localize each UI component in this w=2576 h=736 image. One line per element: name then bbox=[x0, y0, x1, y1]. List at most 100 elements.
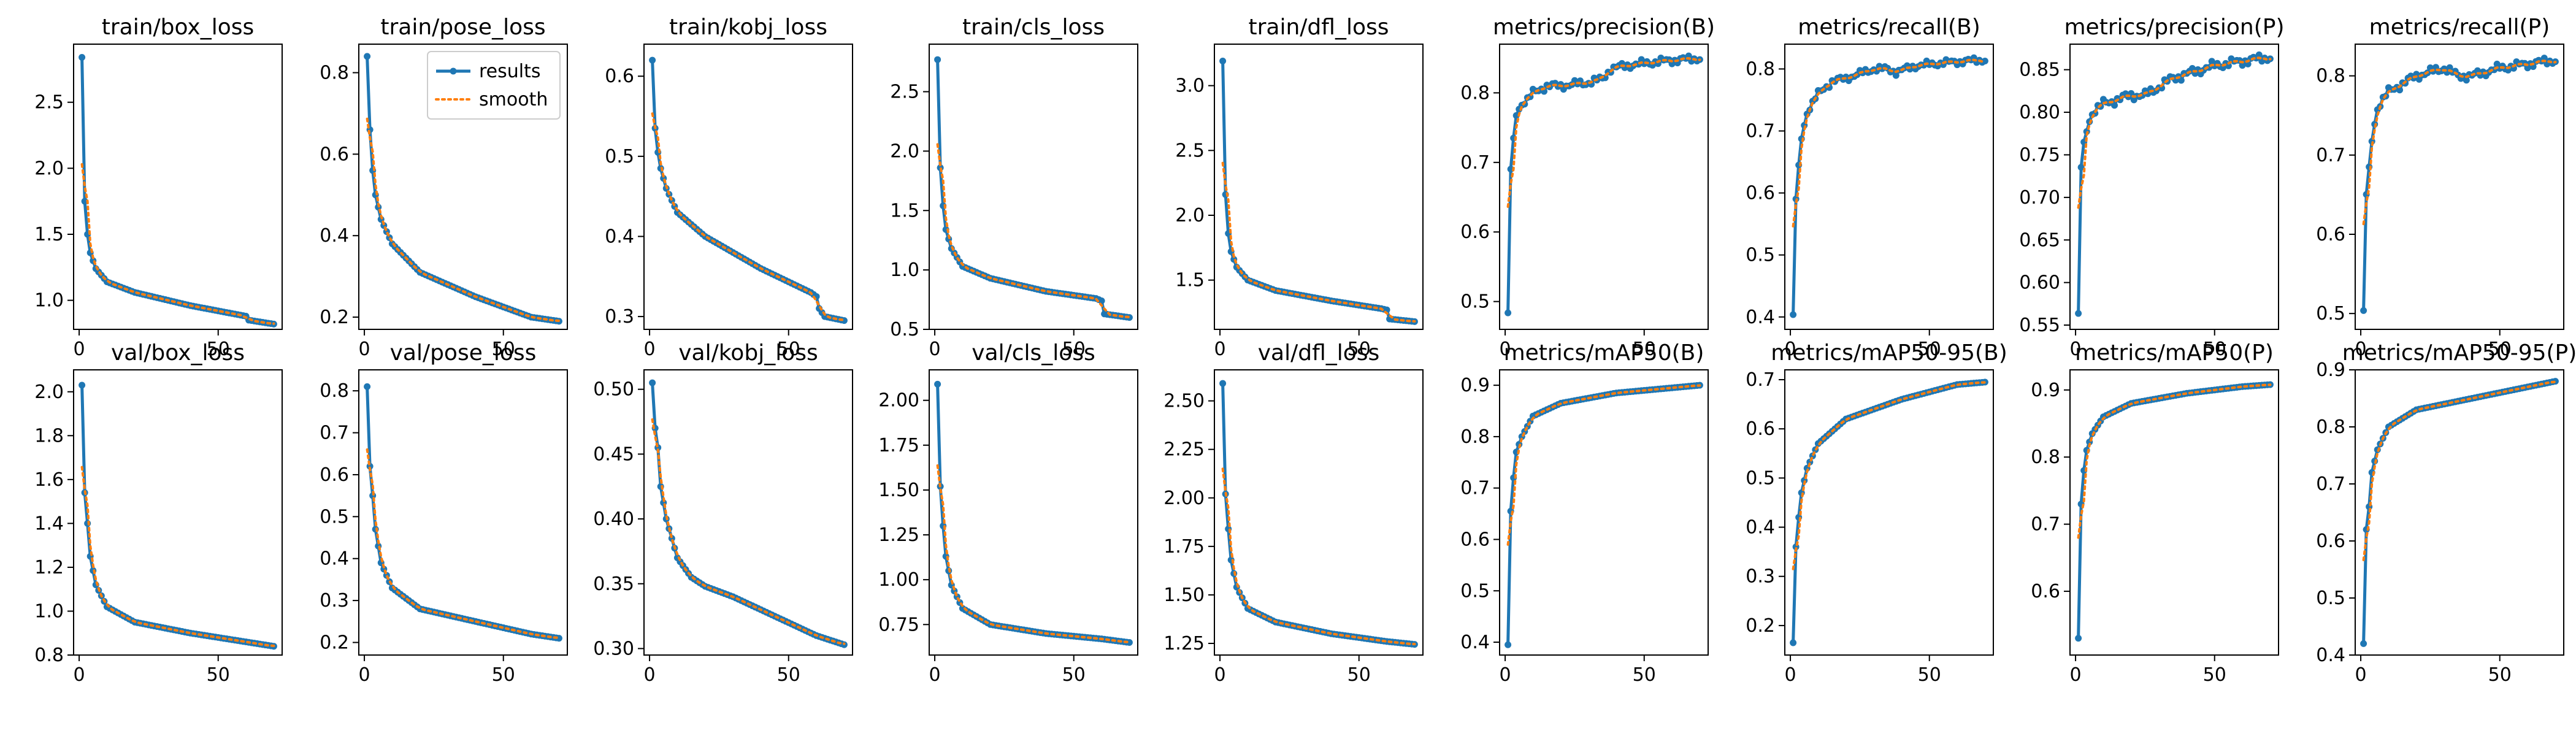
y-tick-label: 1.75 bbox=[1163, 536, 1205, 558]
panel-title: metrics/recall(P) bbox=[2369, 15, 2550, 40]
x-tick-label: 0 bbox=[1785, 339, 1796, 360]
x-tick-label: 0 bbox=[1214, 664, 1226, 686]
panel-title: val/box_loss bbox=[111, 340, 245, 366]
data-point bbox=[2075, 635, 2082, 642]
y-tick-label: 0.3 bbox=[320, 590, 349, 611]
x-tick-label: 0 bbox=[2070, 664, 2082, 686]
panel-title: metrics/recall(B) bbox=[1798, 15, 1980, 40]
panel-metrics-map50-95-b: metrics/mAP50-95(B)0 500.20.30.40.50.60.7 bbox=[1746, 340, 2007, 686]
x-tick-label: 0 bbox=[644, 664, 656, 686]
data-point bbox=[649, 56, 656, 64]
series-line-smooth bbox=[2362, 380, 2557, 561]
y-tick-label: 0.5 bbox=[1746, 467, 1775, 489]
y-tick-label: 1.75 bbox=[878, 435, 919, 456]
y-tick-label: 0.5 bbox=[2316, 303, 2345, 324]
y-tick-label: 0.7 bbox=[1746, 369, 1775, 391]
x-tick-label: 50 bbox=[1347, 339, 1371, 360]
y-tick-label: 2.00 bbox=[878, 390, 919, 412]
legend: results smooth bbox=[427, 51, 561, 120]
y-tick-label: 0.30 bbox=[593, 638, 634, 659]
y-tick-label: 2.5 bbox=[890, 82, 919, 103]
series-line-smooth bbox=[1792, 381, 1987, 570]
y-tick-label: 0.7 bbox=[1460, 478, 1490, 499]
y-tick-label: 0.7 bbox=[2316, 473, 2345, 495]
y-tick-label: 0.5 bbox=[320, 506, 349, 527]
y-tick-label: 0.8 bbox=[34, 645, 64, 666]
data-point bbox=[2077, 164, 2085, 171]
axes-frame bbox=[358, 369, 568, 656]
y-tick-label: 0.3 bbox=[605, 306, 634, 328]
axes-frame bbox=[1214, 44, 1424, 330]
panel-metrics-recall-b: metrics/recall(B) 0 50 0.4 0.5 0.6 0.7 0.8 bbox=[1746, 15, 1994, 360]
axes-frame bbox=[358, 44, 568, 330]
panel-title: train/pose_loss bbox=[380, 15, 545, 40]
y-tick-label: 0.8 bbox=[320, 63, 349, 84]
x-tick-label: 0 bbox=[929, 664, 941, 686]
panel-title: val/kobj_loss bbox=[678, 340, 818, 366]
y-tick-label: 3.0 bbox=[1175, 75, 1205, 97]
y-tick-label: 0.8 bbox=[1460, 426, 1490, 448]
panel-title: metrics/mAP50(B) bbox=[1504, 340, 1704, 366]
series-line-smooth bbox=[80, 466, 275, 647]
data-point bbox=[79, 54, 86, 61]
x-tick-label: 50 bbox=[2488, 664, 2512, 686]
data-point bbox=[1219, 380, 1227, 387]
axes-frame bbox=[643, 369, 853, 656]
x-tick-label: 50 bbox=[2203, 664, 2226, 686]
y-tick-label: 0.6 bbox=[605, 66, 634, 87]
series-line-smooth bbox=[366, 448, 561, 639]
y-tick-label: 0.9 bbox=[1460, 375, 1490, 396]
y-tick-label: 2.0 bbox=[34, 158, 64, 179]
y-tick-label: 0.6 bbox=[1460, 529, 1490, 550]
axes-frame bbox=[2069, 44, 2279, 330]
data-point bbox=[364, 53, 371, 60]
y-tick-label: 0.45 bbox=[593, 443, 634, 465]
y-tick-label: 0.9 bbox=[2031, 380, 2060, 401]
y-tick-label: 1.00 bbox=[878, 569, 919, 591]
panel-val-dfl-loss: val/dfl_loss 0 50 1.25 1.50 1.75 2.00 2.25 2.50 bbox=[1163, 340, 1424, 686]
y-tick-label: 0.7 bbox=[320, 423, 349, 444]
y-tick-label: 0.8 bbox=[320, 380, 349, 402]
y-tick-label: 0.8 bbox=[2316, 66, 2345, 87]
data-point bbox=[364, 383, 371, 390]
y-tick-label: 1.50 bbox=[878, 480, 919, 501]
x-tick-label: 50 bbox=[2488, 339, 2512, 360]
data-point bbox=[934, 380, 941, 388]
y-tick-label: 0.55 bbox=[2019, 315, 2060, 336]
axes-frame bbox=[1499, 369, 1709, 656]
axes-frame bbox=[2069, 369, 2279, 656]
panel-train-kobj-loss: train/kobj_loss 0 50 0.3 0.4 0.5 0.6 bbox=[605, 15, 853, 360]
y-tick-label: 0.7 bbox=[2031, 514, 2060, 535]
data-point bbox=[1098, 297, 1105, 304]
series-line-smooth bbox=[936, 464, 1131, 643]
y-tick-label: 0.4 bbox=[1746, 307, 1775, 328]
y-tick-label: 0.40 bbox=[593, 508, 634, 530]
y-tick-label: 0.85 bbox=[2019, 59, 2060, 81]
x-tick-label: 0 bbox=[2355, 339, 2367, 360]
y-tick-label: 1.50 bbox=[1163, 585, 1205, 606]
x-tick-label: 50 bbox=[492, 664, 515, 686]
series-line-smooth bbox=[651, 418, 846, 645]
y-tick-label: 0.60 bbox=[2019, 272, 2060, 294]
y-tick-label: 0.8 bbox=[1460, 82, 1490, 104]
data-point bbox=[2360, 640, 2367, 647]
x-tick-label: 0 bbox=[359, 339, 370, 360]
data-point bbox=[1892, 72, 1899, 79]
x-tick-label: 50 bbox=[492, 339, 515, 360]
data-point bbox=[1505, 309, 1512, 316]
axes-frame bbox=[929, 369, 1138, 656]
panel-train-dfl-loss: train/dfl_loss 0 50 1.5 2.0 2.5 3.0 bbox=[1175, 15, 1424, 360]
y-tick-label: 0.6 bbox=[1746, 418, 1775, 440]
data-point bbox=[2225, 62, 2232, 69]
panel-train-pose-loss: train/pose_loss 0 50 0.2 0.4 0.6 0.8 results smo… bbox=[320, 15, 568, 360]
y-tick-label: 0.50 bbox=[593, 379, 634, 401]
x-tick-label: 0 bbox=[1500, 664, 1511, 686]
y-tick-label: 0.6 bbox=[320, 464, 349, 486]
panel-title: metrics/precision(B) bbox=[1493, 15, 1715, 40]
y-tick-label: 0.6 bbox=[2316, 531, 2345, 552]
y-tick-label: 0.5 bbox=[605, 146, 634, 167]
series-line-smooth bbox=[80, 163, 275, 325]
axes-frame bbox=[2355, 44, 2564, 330]
series-line-smooth bbox=[936, 143, 1131, 318]
